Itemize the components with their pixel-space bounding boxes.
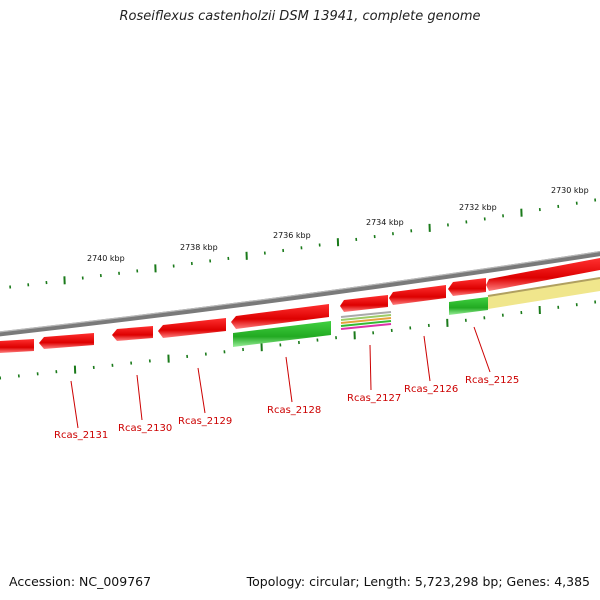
gene-label[interactable]: Rcas_2125	[465, 375, 519, 386]
inner-scale-ticks	[0, 300, 597, 380]
genome-backbone-highlight	[0, 250, 600, 333]
gene-label[interactable]: Rcas_2128	[267, 405, 321, 416]
gene-label[interactable]: Rcas_2126	[404, 384, 458, 395]
outer-scale-ticks	[9, 198, 597, 289]
gene-rcas-2128-arrow[interactable]	[231, 304, 329, 329]
gene-labels: Rcas_2131 Rcas_2130 Rcas_2129 Rcas_2128 …	[54, 375, 519, 441]
accession-text: Accession: NC_009767	[9, 574, 152, 589]
green-gene-rcas-2128[interactable]	[233, 321, 331, 347]
topology-text: Topology: circular; Length: 5,723,298 bp…	[246, 574, 590, 589]
gene-rcas-2126b-arrow[interactable]	[389, 285, 446, 305]
scale-labels: 2740 kbp 2738 kbp 2736 kbp 2734 kbp 2732…	[87, 186, 589, 263]
gene-label[interactable]: Rcas_2127	[347, 393, 401, 404]
gene-rcas-2125-arrow[interactable]	[486, 258, 600, 291]
gene-rcas-2127-arrow[interactable]	[340, 295, 388, 312]
gene-rcas-2126-arrow[interactable]	[448, 278, 486, 296]
forward-genes	[0, 258, 600, 353]
gene-rcas-2129-arrow[interactable]	[158, 318, 226, 338]
gene-label[interactable]: Rcas_2131	[54, 430, 108, 441]
genome-title: Roseiflexus castenholzii DSM 13941, comp…	[119, 9, 481, 24]
gene-rcas-2131-arrow[interactable]	[39, 333, 94, 349]
genome-backbone	[0, 251, 600, 337]
rrna-feature-edge	[487, 277, 600, 297]
green-gene-rcas-2125[interactable]	[449, 297, 488, 315]
gene-rcas-2130-arrow[interactable]	[112, 326, 153, 341]
gene-rcas-2132-arrow[interactable]	[0, 339, 34, 353]
scale-label: 2736 kbp	[273, 231, 311, 240]
scale-label: 2730 kbp	[551, 186, 589, 195]
label-leader-lines	[70, 326, 491, 429]
gene-label[interactable]: Rcas_2130	[118, 423, 172, 434]
rcas-2127-stripes	[340, 311, 392, 330]
rrna-feature	[488, 278, 600, 309]
gene-label[interactable]: Rcas_2129	[178, 416, 232, 427]
scale-label: 2740 kbp	[87, 254, 125, 263]
scale-label: 2734 kbp	[366, 218, 404, 227]
scale-label: 2738 kbp	[180, 243, 218, 252]
scale-label: 2732 kbp	[459, 203, 497, 212]
